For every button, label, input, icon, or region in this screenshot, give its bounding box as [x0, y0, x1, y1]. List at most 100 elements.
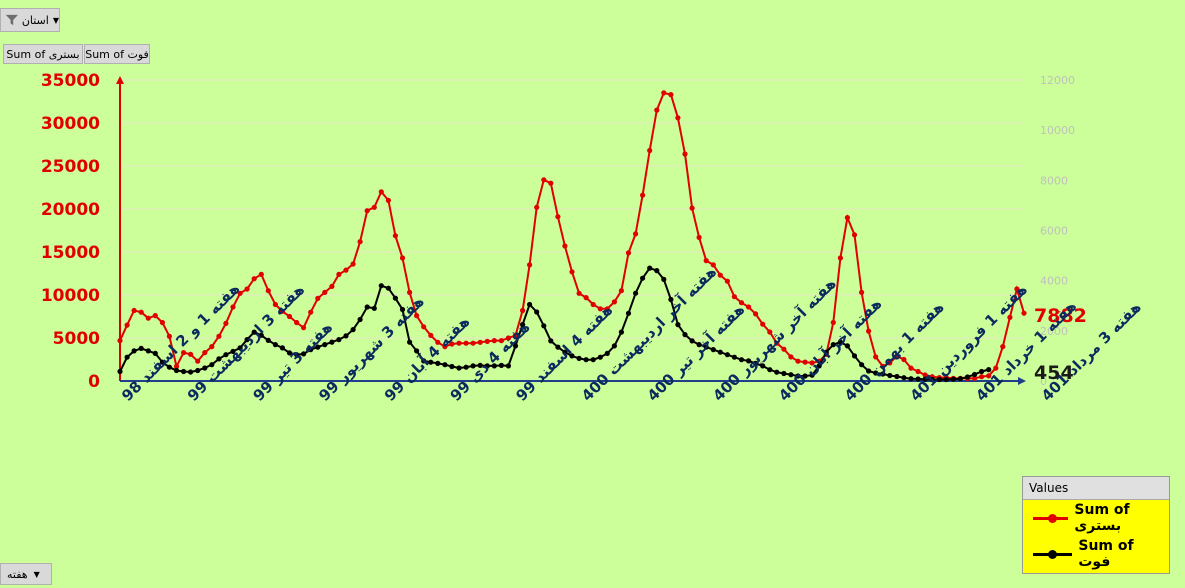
data-point-hospitalized	[181, 350, 187, 356]
data-point-deaths	[738, 357, 745, 363]
data-point-deaths	[640, 275, 646, 281]
data-point-hospitalized	[463, 340, 469, 346]
data-point-hospitalized	[576, 290, 582, 296]
data-point-deaths	[534, 309, 540, 315]
data-point-hospitalized	[915, 368, 921, 375]
data-point-hospitalized	[753, 311, 759, 317]
data-point-hospitalized	[618, 288, 625, 294]
data-point-hospitalized	[470, 340, 476, 346]
value-field-deaths-button[interactable]: Sum of فوت	[84, 44, 150, 64]
data-point-hospitalized	[1007, 314, 1013, 320]
data-point-hospitalized	[385, 197, 391, 203]
data-point-hospitalized	[124, 322, 130, 328]
data-point-hospitalized	[604, 306, 610, 312]
data-point-hospitalized	[654, 107, 660, 113]
data-point-deaths	[378, 283, 384, 289]
data-point-deaths	[873, 370, 879, 376]
data-point-hospitalized	[689, 205, 695, 211]
y2-tick-label: 10000	[1040, 124, 1075, 137]
data-point-deaths	[209, 362, 215, 368]
data-point-deaths	[696, 342, 702, 348]
data-point-deaths	[195, 367, 201, 374]
data-point-deaths	[647, 265, 653, 271]
data-point-deaths	[152, 350, 158, 356]
week-axis-field-button[interactable]: هفته ▼	[0, 563, 52, 585]
legend-label-deaths: Sum of فوت	[1078, 538, 1134, 570]
data-point-deaths	[583, 357, 589, 363]
state-filter-button[interactable]: استان ▼	[0, 8, 60, 32]
x-tick-label: هفته آخر شهریور 400	[709, 274, 839, 404]
data-point-deaths	[336, 337, 342, 343]
data-point-deaths	[294, 352, 300, 358]
x-tick-label: هفته 1 فروردین 401	[907, 281, 1031, 405]
y2-tick-label: 12000	[1040, 74, 1075, 87]
data-point-hospitalized	[972, 375, 978, 381]
data-point-deaths	[520, 322, 526, 328]
data-point-deaths	[491, 363, 497, 369]
data-point-hospitalized	[866, 328, 872, 334]
data-point-deaths	[442, 362, 448, 368]
y-tick-label: 20000	[41, 200, 100, 220]
data-point-deaths	[470, 363, 476, 369]
y-tick-label: 35000	[41, 71, 100, 91]
data-point-hospitalized	[364, 208, 370, 214]
data-point-deaths	[668, 296, 674, 303]
data-point-deaths	[138, 345, 144, 351]
data-point-deaths	[710, 347, 716, 353]
data-point-deaths	[399, 306, 406, 313]
data-point-deaths	[618, 329, 625, 335]
x-tick-label: هفته 3 شهریور 99	[315, 292, 427, 404]
data-point-hospitalized	[661, 90, 667, 96]
data-point-hospitalized	[308, 309, 314, 315]
data-point-deaths	[972, 371, 978, 378]
data-point-hospitalized	[117, 338, 123, 344]
value-field-hospitalized-button[interactable]: Sum of بستری	[3, 44, 83, 64]
data-point-deaths	[159, 359, 165, 365]
y2-tick-label: 4000	[1040, 275, 1068, 288]
data-point-hospitalized	[498, 338, 504, 344]
data-point-deaths	[922, 376, 928, 382]
data-point-deaths	[901, 375, 907, 381]
data-point-hospitalized	[795, 358, 801, 364]
data-point-deaths	[124, 354, 130, 360]
legend-item-hospitalized: Sum of بستری	[1023, 500, 1169, 536]
x-tick-label: هفته 3 اردیبهشت 99	[184, 281, 308, 405]
data-point-deaths	[760, 363, 766, 369]
data-point-hospitalized	[138, 309, 144, 315]
data-point-hospitalized	[993, 365, 999, 371]
data-point-hospitalized	[336, 271, 342, 277]
data-point-deaths	[682, 332, 688, 338]
data-point-hospitalized	[802, 359, 808, 365]
data-point-deaths	[788, 372, 794, 378]
data-point-deaths	[569, 353, 575, 359]
data-point-hospitalized	[301, 325, 307, 331]
data-point-deaths	[145, 348, 151, 354]
data-point-hospitalized	[548, 180, 554, 186]
data-point-deaths	[173, 367, 180, 374]
data-point-hospitalized	[851, 232, 858, 238]
data-point-hospitalized	[668, 92, 674, 98]
data-point-deaths	[251, 329, 257, 335]
legend-title: Values	[1023, 477, 1169, 500]
data-point-deaths	[880, 371, 886, 377]
data-point-hospitalized	[640, 192, 646, 198]
data-point-hospitalized	[251, 276, 257, 282]
dropdown-arrow-icon: ▼	[33, 569, 40, 579]
data-point-deaths	[343, 333, 349, 339]
data-point-deaths	[392, 295, 398, 301]
data-point-hospitalized	[633, 231, 639, 237]
data-point-hospitalized	[491, 338, 497, 344]
week-axis-field-label: هفته	[7, 567, 28, 581]
data-point-hospitalized	[520, 307, 526, 314]
y-axis-arrow	[116, 76, 124, 84]
data-point-deaths	[943, 376, 949, 383]
data-point-deaths	[851, 353, 858, 359]
data-point-hospitalized	[477, 339, 483, 345]
data-point-deaths	[435, 360, 441, 366]
y2-tick-label: 0	[1040, 375, 1047, 388]
data-point-deaths	[265, 337, 271, 343]
data-point-hospitalized	[717, 272, 723, 278]
series-line-deaths	[119, 266, 989, 381]
data-point-deaths	[463, 364, 469, 370]
